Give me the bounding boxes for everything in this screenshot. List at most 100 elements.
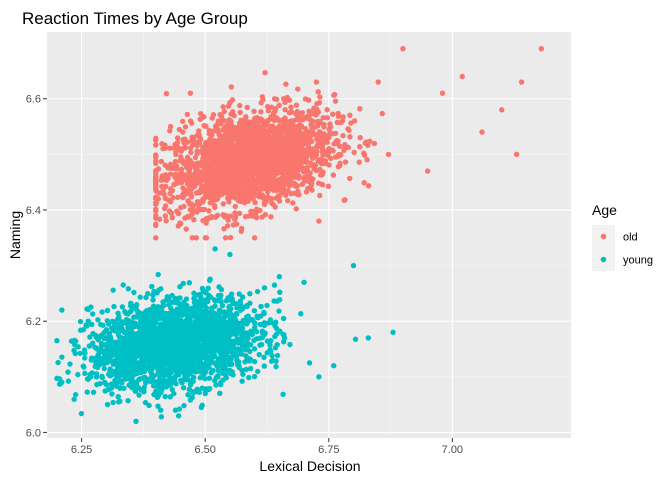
data-point-old xyxy=(295,86,301,92)
data-point-old xyxy=(248,173,255,180)
data-point-young xyxy=(114,349,121,355)
data-point-old xyxy=(342,197,348,203)
data-point-young xyxy=(181,350,187,356)
data-point-young xyxy=(183,356,190,362)
data-point-young xyxy=(206,375,213,381)
data-point-old xyxy=(178,154,184,160)
data-point-old xyxy=(188,163,194,169)
data-point-old xyxy=(162,195,169,201)
data-point-old xyxy=(303,128,310,134)
data-point-young xyxy=(128,379,135,385)
data-point-young xyxy=(158,414,165,420)
data-point-old xyxy=(242,188,249,194)
data-point-young xyxy=(105,337,112,344)
data-point-old xyxy=(313,79,320,85)
data-point-young xyxy=(352,336,359,342)
data-point-young xyxy=(122,371,129,378)
data-point-old xyxy=(325,183,332,189)
data-point-young xyxy=(131,363,137,370)
data-point-young xyxy=(220,333,226,340)
data-point-young xyxy=(184,313,191,320)
data-point-young xyxy=(172,407,179,413)
data-point-young xyxy=(251,308,258,314)
data-point-young xyxy=(215,345,222,351)
data-point-young xyxy=(276,308,282,314)
data-point-young xyxy=(239,378,245,384)
data-point-old xyxy=(247,138,254,144)
x-tick-label: 7.00 xyxy=(442,444,463,456)
data-point-old xyxy=(324,152,331,158)
data-point-young xyxy=(190,378,196,384)
data-point-young xyxy=(177,332,184,338)
data-point-young xyxy=(110,287,116,293)
data-point-old xyxy=(265,129,272,135)
data-point-old xyxy=(365,183,372,189)
data-point-old xyxy=(310,176,316,182)
data-point-young xyxy=(236,291,242,297)
x-tick-label: 6.75 xyxy=(318,444,339,456)
data-point-old xyxy=(281,181,288,188)
data-point-young xyxy=(75,344,81,350)
data-point-old xyxy=(251,127,258,134)
data-point-young xyxy=(104,401,111,408)
data-point-old xyxy=(178,204,184,211)
data-point-young xyxy=(261,363,267,369)
data-point-old xyxy=(324,115,331,121)
data-point-young xyxy=(171,353,177,360)
data-point-young xyxy=(234,357,240,363)
data-point-old xyxy=(299,159,305,165)
data-point-young xyxy=(220,317,227,323)
data-point-old xyxy=(296,147,302,154)
data-point-young xyxy=(188,325,194,331)
data-point-young xyxy=(146,402,152,409)
data-point-old xyxy=(303,159,309,165)
data-point-young xyxy=(107,349,113,355)
data-point-young xyxy=(123,329,130,335)
data-point-young xyxy=(251,346,258,352)
data-point-young xyxy=(205,323,212,330)
data-point-young xyxy=(218,286,225,293)
data-point-old xyxy=(324,135,330,141)
data-point-young xyxy=(108,381,115,387)
data-point-old xyxy=(179,118,186,124)
data-point-old xyxy=(187,118,194,124)
data-point-young xyxy=(103,381,110,388)
data-point-young xyxy=(93,332,99,339)
data-point-old xyxy=(162,172,169,178)
y-tick-label: 6.0 xyxy=(26,427,41,439)
data-point-young xyxy=(133,379,140,385)
data-point-old xyxy=(198,110,204,117)
data-point-young xyxy=(237,348,244,355)
data-point-young xyxy=(147,306,153,313)
data-point-old xyxy=(298,123,305,129)
data-point-old xyxy=(204,216,210,223)
data-point-old xyxy=(356,159,362,165)
data-point-old xyxy=(153,235,159,241)
data-point-old xyxy=(335,164,342,170)
data-point-young xyxy=(81,364,87,370)
data-point-young xyxy=(200,364,206,370)
data-point-old xyxy=(293,102,300,108)
data-point-old xyxy=(298,130,305,137)
data-point-old xyxy=(236,182,243,188)
data-point-old xyxy=(185,213,191,219)
data-point-young xyxy=(205,386,212,393)
data-point-old xyxy=(259,141,265,147)
data-point-young xyxy=(99,309,105,315)
data-point-old xyxy=(235,198,242,204)
data-point-old xyxy=(153,208,159,214)
data-point-old xyxy=(183,191,190,197)
data-point-young xyxy=(172,367,178,374)
data-point-young xyxy=(212,246,218,252)
data-point-old xyxy=(180,129,186,135)
data-point-old xyxy=(306,115,312,122)
data-point-young xyxy=(175,413,182,419)
data-point-young xyxy=(150,292,156,298)
data-point-old xyxy=(163,217,169,224)
data-point-young xyxy=(264,350,270,356)
data-point-young xyxy=(194,355,200,362)
data-point-young xyxy=(226,307,233,313)
data-point-old xyxy=(321,131,327,137)
data-point-old xyxy=(229,124,236,130)
